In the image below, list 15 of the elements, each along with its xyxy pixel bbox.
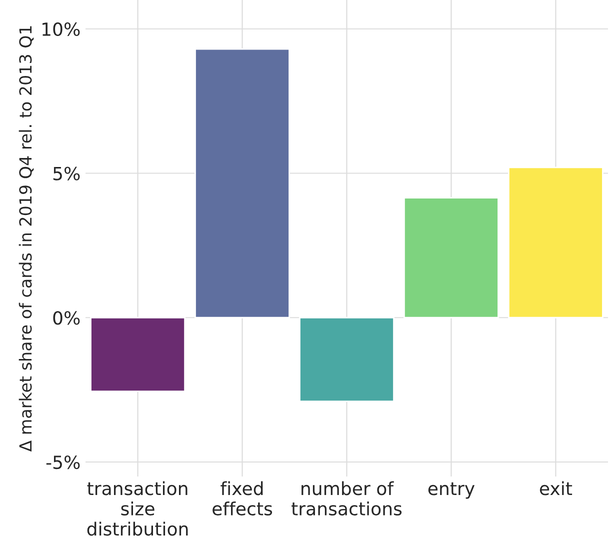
y-tick-label: 10% [42, 22, 80, 36]
bar [404, 197, 499, 318]
y-tick-label: 5% [53, 166, 80, 180]
y-tick-label: -5% [46, 455, 80, 470]
y-tick-label: 0% [53, 311, 80, 325]
bar [90, 316, 186, 392]
bar [508, 166, 604, 318]
x-tick-label: fixed effects [212, 481, 272, 516]
y-axis-title: Δ market share of cards in 2019 Q4 rel. to 2013 Q1 [18, 26, 34, 452]
bar [299, 316, 394, 402]
x-tick-label: entry [428, 482, 475, 499]
x-tick-label: number of transactions [292, 481, 402, 516]
bar [194, 48, 290, 318]
x-tick-label: exit [540, 481, 572, 496]
x-tick-label: transaction size distribution [87, 481, 188, 536]
